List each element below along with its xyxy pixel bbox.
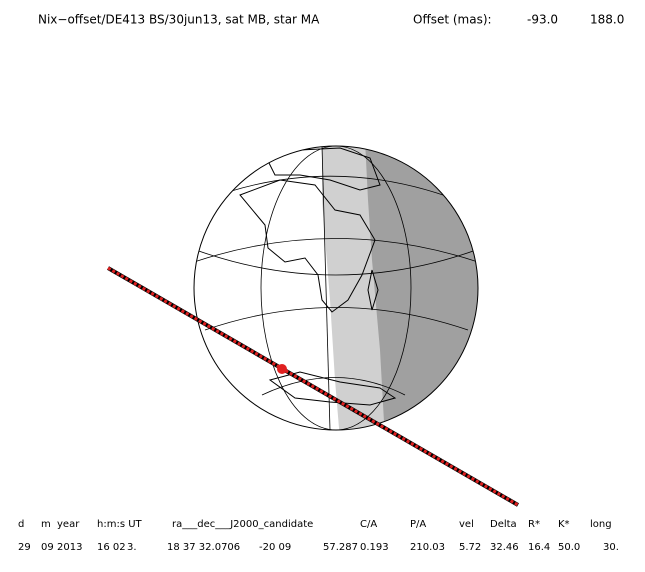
table-cell: 30. [603, 542, 619, 553]
table-cell: 32.46 [490, 542, 519, 553]
table-cell: 57.287 [323, 542, 358, 553]
table-cell: 0.193 [360, 542, 389, 553]
column-header: C/A [360, 519, 377, 530]
antarctica [268, 371, 397, 406]
column-header: vel [459, 519, 474, 530]
graticule [194, 146, 478, 430]
column-header: ra___dec___J2000_candidate [172, 519, 313, 530]
shadow-track-center [107, 266, 519, 507]
madagascar [367, 269, 379, 311]
table-cell: 5.72 [459, 542, 481, 553]
night-side [365, 146, 478, 430]
table-cell: -20 09 [259, 542, 291, 553]
table-cell: 210.03 [410, 542, 445, 553]
table-cell: 18 37 32.0706 [167, 542, 240, 553]
column-header: long [590, 519, 612, 530]
column-header: d [18, 519, 24, 530]
column-header: P/A [410, 519, 426, 530]
column-header: year [57, 519, 80, 530]
table-cell: 2013 [57, 542, 82, 553]
offset-label: Offset (mas): [413, 13, 492, 27]
event-point [277, 364, 287, 374]
eurasia [264, 147, 381, 191]
column-header: m [41, 519, 51, 530]
column-header: Delta [490, 519, 517, 530]
title: Nix−offset/DE413 BS/30jun13, sat MB, sta… [38, 13, 320, 27]
column-header: h:m:s UT [97, 519, 143, 530]
globe [194, 146, 478, 430]
offset-y: 188.0 [590, 13, 624, 27]
table-cell: 3. [127, 542, 137, 553]
africa [239, 179, 376, 313]
globe-outline [193, 145, 479, 431]
offset-x: -93.0 [527, 13, 558, 27]
table-cell: 16.4 [528, 542, 550, 553]
table-cell: 50.0 [558, 542, 580, 553]
column-header: R* [528, 519, 540, 530]
table-cell: 16 02 [97, 542, 126, 553]
data-table: d m year h:m:s UT ra___dec___J2000_candidate… [18, 519, 619, 553]
table-cell: 29 [18, 542, 31, 553]
table-cell: 09 [41, 542, 54, 553]
column-header: K* [558, 519, 570, 530]
